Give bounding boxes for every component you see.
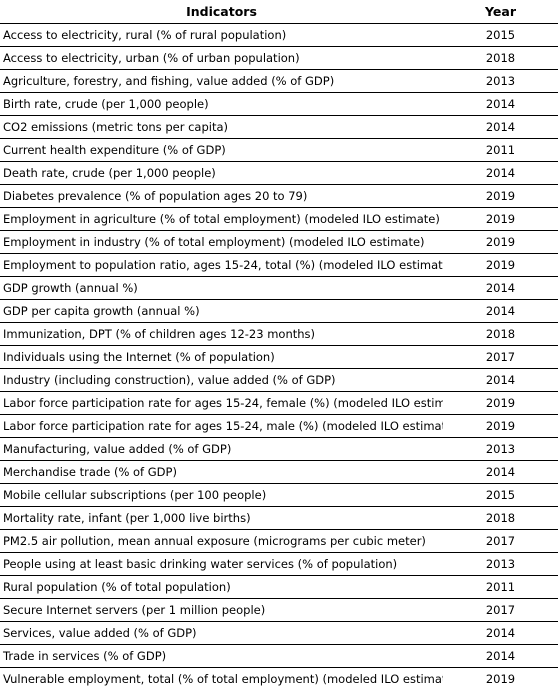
table-row: Industry (including construction), value… [0, 368, 558, 392]
table-row: CO2 emissions (metric tons per capita) 20… [0, 115, 558, 139]
year-cell: 2014 [443, 161, 558, 185]
year-cell: 2017 [443, 598, 558, 622]
indicator-cell: PM2.5 air pollution, mean annual exposur… [0, 529, 443, 553]
indicator-cell: Current health expenditure (% of GDP) [0, 138, 443, 162]
table-row: Manufacturing, value added (% of GDP) 201… [0, 437, 558, 461]
table-row: Mortality rate, infant (per 1,000 live b… [0, 506, 558, 530]
year-cell: 2014 [443, 460, 558, 484]
table-row: Birth rate, crude (per 1,000 people) 2014 [0, 92, 558, 116]
year-cell: 2014 [443, 621, 558, 645]
table-row: People using at least basic drinking wat… [0, 552, 558, 576]
header-row: Indicators Year [0, 0, 558, 24]
indicator-cell: Rural population (% of total population) [0, 575, 443, 599]
indicator-cell: Manufacturing, value added (% of GDP) [0, 437, 443, 461]
year-cell: 2014 [443, 276, 558, 300]
year-cell: 2019 [443, 391, 558, 415]
indicator-cell: Access to electricity, urban (% of urban… [0, 46, 443, 70]
table-row: Labor force participation rate for ages … [0, 414, 558, 438]
year-cell: 2011 [443, 138, 558, 162]
header-indicators: Indicators [0, 0, 443, 24]
table-row: Labor force participation rate for ages … [0, 391, 558, 415]
table-row: Employment in agriculture (% of total em… [0, 207, 558, 231]
table-row: Services, value added (% of GDP) 2014 [0, 621, 558, 645]
table-row: Agriculture, forestry, and fishing, valu… [0, 69, 558, 93]
indicator-cell: Industry (including construction), value… [0, 368, 443, 392]
year-cell: 2019 [443, 230, 558, 254]
year-cell: 2019 [443, 184, 558, 208]
indicator-cell: Services, value added (% of GDP) [0, 621, 443, 645]
year-cell: 2018 [443, 506, 558, 530]
indicator-cell: Death rate, crude (per 1,000 people) [0, 161, 443, 185]
year-cell: 2018 [443, 46, 558, 70]
indicator-cell: Employment to population ratio, ages 15-… [0, 253, 443, 277]
year-cell: 2019 [443, 414, 558, 438]
year-cell: 2014 [443, 299, 558, 323]
table-row: Employment to population ratio, ages 15-… [0, 253, 558, 277]
table-row: Merchandise trade (% of GDP) 2014 [0, 460, 558, 484]
year-cell: 2015 [443, 483, 558, 507]
indicator-cell: GDP growth (annual %) [0, 276, 443, 300]
indicator-cell: Individuals using the Internet (% of pop… [0, 345, 443, 369]
table-row: Death rate, crude (per 1,000 people) 2014 [0, 161, 558, 185]
table-row: Individuals using the Internet (% of pop… [0, 345, 558, 369]
year-cell: 2014 [443, 644, 558, 668]
indicator-cell: Employment in agriculture (% of total em… [0, 207, 443, 231]
indicator-cell: Immunization, DPT (% of children ages 12… [0, 322, 443, 346]
table-row: Mobile cellular subscriptions (per 100 p… [0, 483, 558, 507]
indicator-cell: Labor force participation rate for ages … [0, 391, 443, 415]
header-year: Year [443, 0, 558, 24]
year-cell: 2014 [443, 368, 558, 392]
year-cell: 2019 [443, 207, 558, 231]
year-cell: 2019 [485, 672, 516, 686]
table-row: Current health expenditure (% of GDP) 201… [0, 138, 558, 162]
table-body: Access to electricity, rural (% of rural… [0, 23, 558, 691]
table-row: Access to electricity, rural (% of rural… [0, 23, 558, 47]
indicator-cell: Mobile cellular subscriptions (per 100 p… [0, 483, 443, 507]
table-row: Trade in services (% of GDP) 2014 [0, 644, 558, 668]
indicator-cell: GDP per capita growth (annual %) [0, 299, 443, 323]
indicator-cell: Labor force participation rate for ages … [0, 414, 443, 438]
table-row: Rural population (% of total population)… [0, 575, 558, 599]
indicator-cell: Mortality rate, infant (per 1,000 live b… [0, 506, 443, 530]
table-row: Secure Internet servers (per 1 million p… [0, 598, 558, 622]
table-row: GDP per capita growth (annual %) 2014 [0, 299, 558, 323]
table-row: Diabetes prevalence (% of population age… [0, 184, 558, 208]
table-row: PM2.5 air pollution, mean annual exposur… [0, 529, 558, 553]
year-cell: 2013 [443, 552, 558, 576]
table-row: Employment in industry (% of total emplo… [0, 230, 558, 254]
table-row: GDP growth (annual %) 2014 [0, 276, 558, 300]
year-cell: 2017 [443, 529, 558, 553]
year-cell: 2013 [443, 437, 558, 461]
indicator-cell: Diabetes prevalence (% of population age… [0, 184, 443, 208]
year-cell: 2014 [443, 115, 558, 139]
indicator-cell: People using at least basic drinking wat… [0, 552, 443, 576]
indicator-cell: Access to electricity, rural (% of rural… [0, 23, 443, 47]
indicator-cell: Secure Internet servers (per 1 million p… [0, 598, 443, 622]
indicator-cell: Employment in industry (% of total emplo… [0, 230, 443, 254]
indicator-cell: Merchandise trade (% of GDP) [0, 460, 443, 484]
year-cell: 2015 [443, 23, 558, 47]
table-row: Vulnerable employment, total (% of total… [0, 668, 558, 691]
year-cell: 2013 [443, 69, 558, 93]
year-cell: 2014 [443, 92, 558, 116]
year-cell: 2018 [443, 322, 558, 346]
indicator-cell: CO2 emissions (metric tons per capita) [0, 115, 443, 139]
indicator-cell: Agriculture, forestry, and fishing, valu… [0, 69, 443, 93]
indicator-cell: Vulnerable employment, total (% of total… [3, 672, 443, 686]
year-cell: 2019 [443, 253, 558, 277]
table-row: Access to electricity, urban (% of urban… [0, 46, 558, 70]
year-cell: 2017 [443, 345, 558, 369]
indicator-cell: Birth rate, crude (per 1,000 people) [0, 92, 443, 116]
table-row: Immunization, DPT (% of children ages 12… [0, 322, 558, 346]
year-cell: 2011 [443, 575, 558, 599]
indicator-cell: Trade in services (% of GDP) [0, 644, 443, 668]
